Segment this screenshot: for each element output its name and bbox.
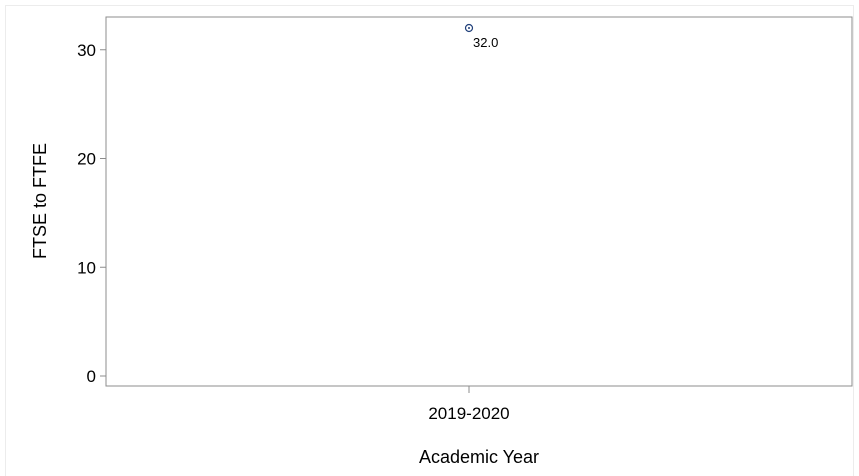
data-series: 32.0: [464, 23, 498, 50]
data-label: 32.0: [473, 35, 498, 50]
y-tick-label: 30: [77, 41, 96, 60]
x-axis: 2019-2020: [428, 386, 510, 423]
plot-area: [105, 16, 853, 387]
y-tick-label: 10: [77, 258, 96, 277]
y-axis: 0 10 20 30: [77, 41, 106, 386]
y-tick-label: 20: [77, 150, 96, 169]
x-axis-label: Academic Year: [419, 447, 539, 467]
x-tick-label: 2019-2020: [428, 404, 509, 423]
y-axis-label: FTSE to FTFE: [30, 143, 50, 259]
y-tick-label: 0: [87, 367, 96, 386]
data-point-center: [468, 27, 470, 29]
data-point: [464, 23, 474, 33]
